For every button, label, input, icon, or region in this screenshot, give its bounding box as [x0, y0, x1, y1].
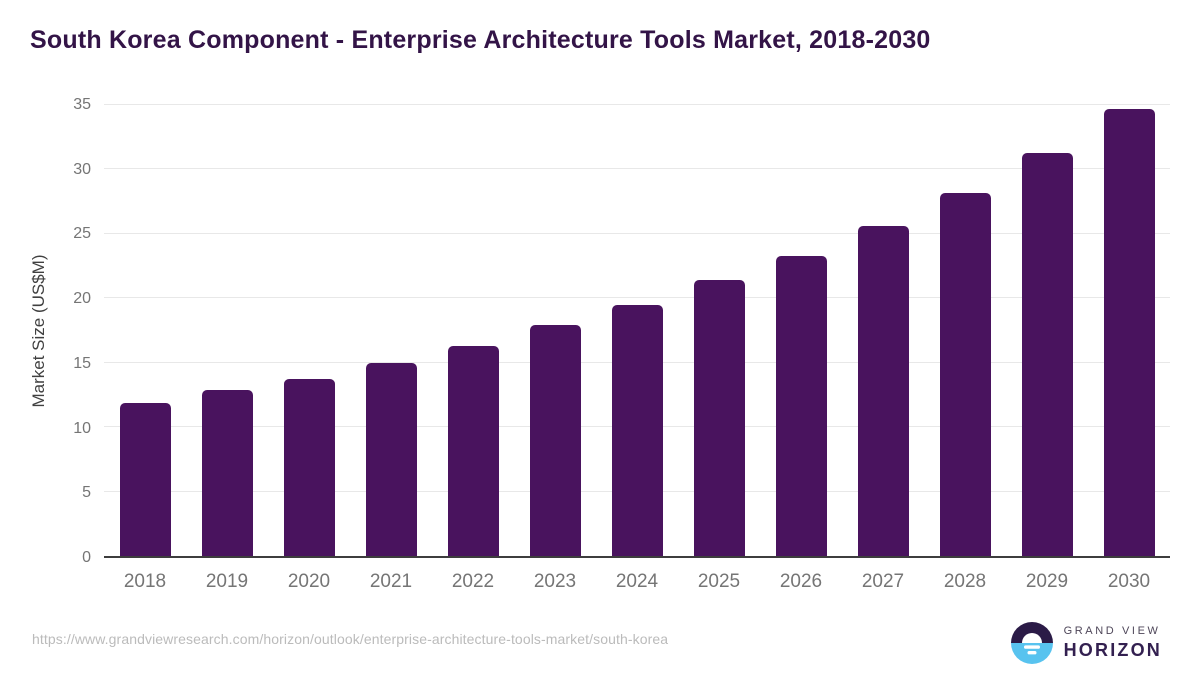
x-tick-label-2024: 2024	[615, 571, 659, 592]
bar-2022[interactable]	[447, 345, 499, 556]
bar-slot-2022	[432, 105, 514, 556]
bar-2030[interactable]	[1103, 108, 1155, 556]
x-tick-label-2018: 2018	[123, 571, 167, 592]
y-tick-label-15: 15	[73, 354, 91, 372]
bar-2025[interactable]	[693, 280, 745, 556]
logo-text-grand-view: GRAND VIEW	[1063, 625, 1161, 637]
bar-2019[interactable]	[201, 389, 253, 556]
y-tick-label-35: 35	[73, 96, 91, 113]
x-tick-label-2025: 2025	[697, 571, 741, 592]
bar-slot-2025	[678, 105, 760, 556]
bar-slot-2020	[268, 105, 350, 556]
bar-2021[interactable]	[365, 362, 417, 556]
bar-slot-2027	[842, 105, 924, 556]
x-tick-label-2029: 2029	[1025, 571, 1069, 592]
bar-2018[interactable]	[119, 402, 171, 556]
bar-2024[interactable]	[611, 304, 663, 556]
x-tick-label-2021: 2021	[369, 571, 413, 592]
y-axis-tick-labels: 0 5 10 15 20 25 30 35	[0, 97, 91, 566]
bar-slot-2024	[596, 105, 678, 556]
bar-slot-2026	[760, 105, 842, 556]
x-tick-label-2022: 2022	[451, 571, 495, 592]
plot-area	[104, 104, 1170, 558]
gridline-25	[104, 232, 1170, 234]
x-tick-label-2028: 2028	[943, 571, 987, 592]
bar-2028[interactable]	[939, 192, 991, 556]
bar-slot-2019	[186, 105, 268, 556]
bar-slot-2029	[1006, 105, 1088, 556]
bar-slot-2023	[514, 105, 596, 556]
bar-2029[interactable]	[1021, 152, 1073, 556]
gridline-30	[104, 168, 1170, 170]
x-axis-tick-labels: 2018 2019 2020 2021 2022 2023 2024 2025 2026 2027…	[104, 571, 1170, 593]
horizon-sun-icon	[1010, 622, 1053, 664]
y-tick-label-25: 25	[73, 225, 91, 243]
gridline-20	[104, 297, 1170, 299]
bar-slot-2030	[1088, 105, 1170, 556]
gridline-35	[104, 104, 1170, 105]
x-tick-label-2030: 2030	[1107, 571, 1151, 592]
logo-text: GRAND VIEW HORIZON	[1064, 625, 1162, 661]
chart-title: South Korea Component - Enterprise Archi…	[30, 26, 931, 54]
source-url: https://www.grandviewresearch.com/horizo…	[32, 631, 669, 647]
bar-slot-2018	[104, 105, 186, 556]
bar-2027[interactable]	[857, 226, 909, 556]
bar-slot-2028	[924, 105, 1006, 556]
y-tick-label-5: 5	[82, 484, 91, 502]
x-tick-label-2026: 2026	[779, 571, 823, 592]
bar-2020[interactable]	[283, 379, 335, 556]
y-tick-label-30: 30	[73, 160, 91, 178]
y-tick-label-10: 10	[73, 419, 91, 437]
x-tick-label-2023: 2023	[533, 571, 577, 592]
x-tick-label-2027: 2027	[861, 571, 905, 592]
grand-view-horizon-logo: GRAND VIEW HORIZON	[1009, 620, 1162, 666]
y-tick-label-20: 20	[73, 290, 91, 308]
bar-slot-2021	[350, 105, 432, 556]
logo-text-horizon: HORIZON	[1063, 640, 1162, 660]
bar-2026[interactable]	[775, 255, 827, 556]
y-tick-label-0: 0	[82, 549, 91, 566]
bar-2023[interactable]	[529, 325, 581, 556]
x-tick-label-2019: 2019	[205, 571, 249, 592]
bar-series	[104, 105, 1170, 556]
x-tick-label-2020: 2020	[287, 571, 331, 592]
